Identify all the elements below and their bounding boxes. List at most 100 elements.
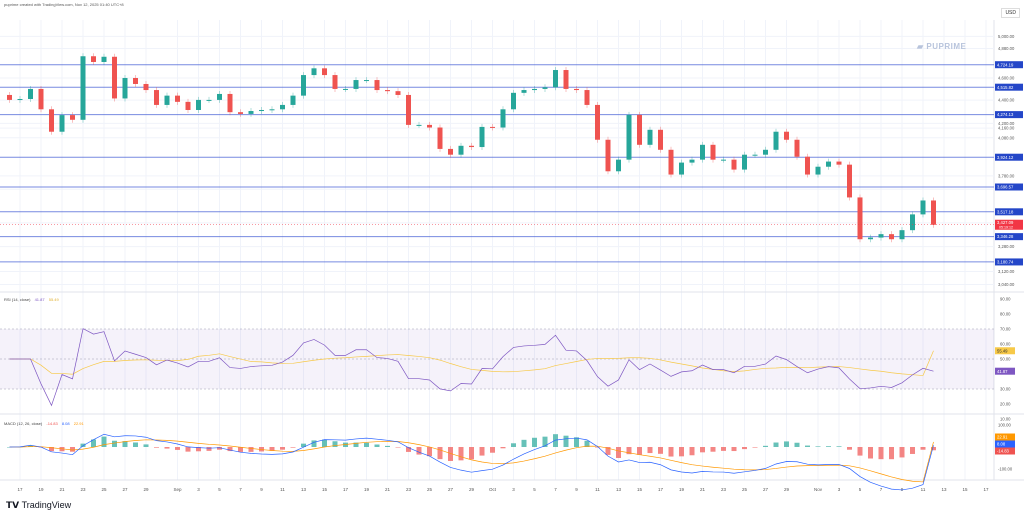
x-tick-label: 25	[101, 487, 107, 492]
macd-histogram-bar	[385, 445, 390, 447]
candle-body	[857, 197, 863, 240]
rsi-tick-label: 30.00	[1000, 387, 1011, 392]
macd-badge	[995, 447, 1015, 455]
rsi-tick-label: 80.00	[1000, 312, 1011, 317]
rsi-tick-label: 50.00	[1000, 357, 1011, 362]
macd-histogram-bar	[731, 447, 737, 452]
caption: puprime created with TradingView.com, No…	[4, 2, 124, 7]
candle-body	[343, 88, 348, 90]
macd-histogram-bar	[311, 440, 317, 447]
macd-histogram-bar	[626, 447, 632, 455]
candle-body	[7, 94, 12, 100]
candle-body	[91, 56, 96, 62]
y-tick-label: 4,400.00	[998, 98, 1015, 103]
candle-body	[542, 87, 548, 89]
candle-body	[311, 68, 317, 76]
x-tick-label: 27	[122, 487, 128, 492]
candle-body	[406, 94, 411, 125]
x-tick-label: 13	[941, 487, 947, 492]
level-badge	[995, 111, 1023, 119]
candle-body	[59, 115, 65, 132]
candle-body	[49, 109, 54, 132]
macd-histogram-bar	[500, 447, 506, 449]
level-label: 3,924.12	[997, 155, 1014, 160]
candle-body	[868, 237, 873, 240]
level-label: 3,517.18	[997, 209, 1014, 214]
x-tick-label: Sep	[173, 487, 182, 492]
macd-histogram-bar	[878, 447, 884, 460]
candle-body	[532, 88, 537, 91]
macd-histogram-bar	[899, 447, 905, 458]
level-label: 3,180.74	[997, 260, 1014, 265]
x-tick-label: 13	[616, 487, 622, 492]
candle-body	[836, 161, 842, 165]
x-tick-label: 5	[218, 487, 221, 492]
candle-body	[385, 90, 390, 92]
y-tick-label: 4,200.00	[998, 121, 1015, 126]
x-tick-label: 7	[554, 487, 557, 492]
macd-histogram-bar	[427, 447, 432, 457]
macd-histogram-bar	[784, 441, 789, 447]
candle-body	[154, 90, 159, 105]
x-tick-label: Nov	[814, 487, 823, 492]
macd-histogram-bar	[668, 447, 674, 457]
macd-histogram-bar	[448, 447, 453, 461]
macd-tick-label: 100.00	[998, 423, 1011, 428]
x-tick-label: 7	[239, 487, 242, 492]
macd-histogram-bar	[721, 447, 726, 451]
macd-histogram-bar	[91, 439, 96, 447]
puprime-watermark: ▰ PUPRIME	[917, 42, 967, 51]
macd-badge-label: 22.91	[997, 435, 1008, 440]
macd-histogram-bar	[248, 447, 254, 452]
y-tick-label: 4,080.00	[998, 135, 1015, 140]
level-label: 4,515.82	[997, 85, 1014, 90]
candle-body	[248, 111, 254, 114]
macd-histogram-bar	[101, 436, 107, 447]
candle-body	[322, 68, 327, 76]
x-tick-label: 13	[301, 487, 307, 492]
candle-body	[626, 114, 632, 160]
candle-body	[364, 80, 369, 82]
macd-histogram-bar	[143, 444, 149, 447]
x-tick-label: 27	[763, 487, 769, 492]
candle-body	[80, 56, 86, 120]
candle-body	[164, 95, 170, 105]
candle-body	[185, 101, 191, 110]
macd-histogram-bar	[647, 447, 653, 454]
macd-histogram-bar	[857, 447, 863, 456]
x-tick-label: 15	[637, 487, 643, 492]
candle-body	[416, 124, 422, 126]
macd-histogram-bar	[815, 446, 821, 447]
candle-body	[374, 80, 380, 91]
macd-histogram-bar	[616, 447, 621, 459]
candle-body	[290, 95, 296, 105]
rsi-badge-label: 55.49	[997, 348, 1008, 353]
macd-histogram-bar	[196, 447, 201, 452]
tradingview-icon: 𝗧𝗩	[6, 500, 20, 510]
candle-body	[616, 159, 621, 172]
x-tick-label: 17	[983, 487, 989, 492]
tradingview-logo[interactable]: 𝗧𝗩 TradingView	[6, 500, 71, 511]
candle-body	[427, 124, 432, 128]
rsi-ma-line	[9, 350, 934, 376]
candle-body	[70, 115, 75, 120]
candle-body	[553, 70, 558, 88]
macd-histogram-bar	[332, 441, 338, 447]
macd-histogram-bar	[826, 446, 831, 447]
candle-body	[731, 159, 737, 170]
x-tick-label: 7	[880, 487, 883, 492]
candle-body	[910, 214, 915, 231]
macd-histogram-bar	[574, 437, 579, 447]
rsi-tick-label: 90.00	[1000, 297, 1011, 302]
candle-body	[259, 109, 264, 112]
candle-body	[511, 92, 516, 110]
chart-canvas[interactable]: 17 19 21 23 25 27 29 Sep 3 5 7 9 11 13 15 17 19 21 23 25 27 2…	[0, 0, 1024, 500]
watermark-text: PUPRIME	[926, 42, 967, 51]
y-tick-label: 4,160.00	[998, 126, 1015, 131]
level-badge	[995, 208, 1023, 216]
currency-selector[interactable]: USD	[1001, 8, 1020, 18]
candle-body	[574, 88, 579, 91]
x-tick-label: 5	[533, 487, 536, 492]
macd-histogram-bar	[763, 445, 768, 447]
macd-histogram-bar	[931, 447, 936, 451]
